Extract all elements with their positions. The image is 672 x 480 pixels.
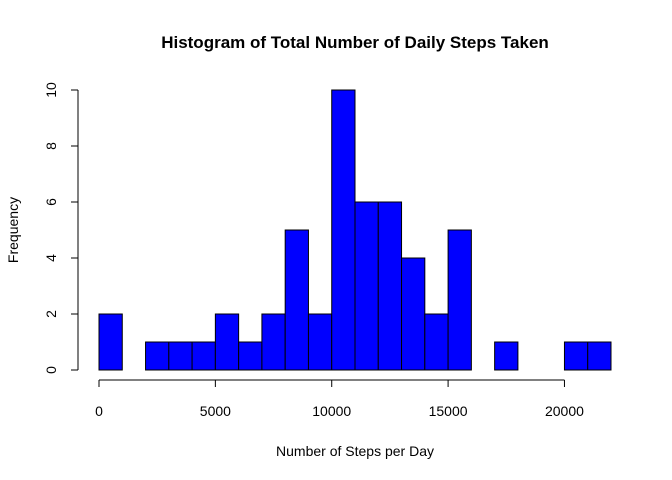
y-axis-label: Frequency [5, 197, 21, 263]
y-tick-label: 4 [43, 254, 59, 262]
histogram-bar-10000-11000 [331, 89, 356, 371]
x-tick-label: 15000 [429, 403, 468, 419]
histogram-bar-20000-21000 [563, 341, 589, 371]
histogram-bar-2000-3000 [145, 341, 170, 371]
bars-group [98, 89, 612, 371]
x-tick-label: 20000 [545, 403, 584, 419]
histogram-bar-4000-5000 [191, 341, 216, 371]
histogram-bar-14000-15000 [424, 313, 449, 371]
y-tick-label: 10 [43, 82, 59, 98]
histogram-bar-5000-6000 [214, 313, 240, 371]
histogram-bar-0-1000 [98, 313, 123, 371]
y-tick-label: 8 [43, 142, 59, 150]
x-axis-label: Number of Steps per Day [276, 443, 434, 459]
histogram-bar-11000-12000 [354, 201, 379, 371]
histogram-bar-8000-9000 [284, 229, 309, 371]
histogram-bar-6000-7000 [238, 341, 263, 371]
histogram-bar-17000-18000 [494, 341, 519, 371]
histogram-bar-21000-22000 [587, 341, 612, 371]
histogram-bar-3000-4000 [168, 341, 193, 371]
chart-title: Histogram of Total Number of Daily Steps… [161, 33, 549, 52]
y-tick-label: 2 [43, 310, 59, 318]
x-tick-label: 10000 [312, 403, 351, 419]
y-axis: 0 2 4 6 8 10 [43, 82, 79, 374]
histogram-bar-13000-14000 [401, 257, 426, 371]
y-tick-label: 0 [43, 366, 59, 374]
x-axis: 0 5000 10000 15000 20000 [95, 379, 584, 419]
y-tick-label: 6 [43, 198, 59, 206]
histogram-bar-7000-8000 [261, 313, 286, 371]
histogram-bar-9000-10000 [307, 313, 333, 371]
histogram-bar-12000-13000 [377, 201, 403, 371]
histogram-bar-15000-16000 [447, 229, 472, 371]
x-tick-label: 5000 [200, 403, 231, 419]
x-tick-label: 0 [95, 403, 103, 419]
